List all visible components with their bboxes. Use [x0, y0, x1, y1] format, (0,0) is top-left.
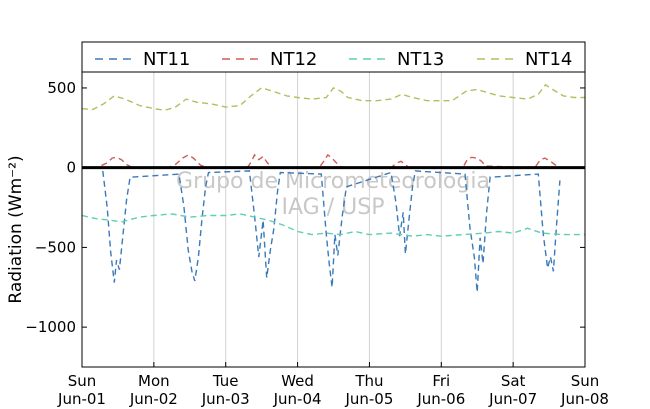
legend-box [81, 41, 586, 73]
x-tick-label-date: Jun-07 [488, 390, 537, 408]
x-tick-label-date: Jun-08 [560, 390, 609, 408]
x-tick-label-date: Jun-02 [129, 390, 178, 408]
x-tick-label-day: Sat [501, 372, 526, 390]
legend-label-nt11: NT11 [143, 49, 190, 70]
x-tick-label-date: Jun-06 [416, 390, 465, 408]
watermark-line-1: Grupo de Micrometeorologia [176, 169, 490, 194]
x-tick-label-day: Fri [432, 372, 450, 390]
series-line-nt12 [82, 153, 585, 169]
x-axis: SunJun-01MonJun-02TueJun-03WedJun-04ThuJ… [57, 362, 609, 408]
x-tick-label-day: Thu [354, 372, 383, 390]
legend: NT11 NT12 NT13 NT14 [81, 41, 586, 73]
x-tick-label-day: Wed [281, 372, 314, 390]
y-tick-label: 500 [47, 79, 76, 97]
x-tick-label-day: Sun [68, 372, 97, 390]
watermark: Grupo de Micrometeorologia IAG / USP [176, 169, 490, 220]
series-line-nt11 [102, 170, 561, 293]
grid-lines [153, 72, 514, 367]
y-tick-label: −500 [35, 238, 76, 256]
x-tick-label-date: Jun-04 [273, 390, 322, 408]
watermark-line-2: IAG / USP [282, 195, 385, 220]
x-tick-label-day: Sun [571, 372, 600, 390]
x-tick-label-date: Jun-05 [344, 390, 393, 408]
x-tick-label-day: Tue [212, 372, 239, 390]
x-tick-label-day: Mon [138, 372, 170, 390]
legend-label-nt13: NT13 [397, 49, 444, 70]
legend-label-nt14: NT14 [525, 49, 572, 70]
series-line-nt13 [81, 213, 585, 237]
y-axis: 500 0 −500 −1000 [25, 79, 585, 336]
y-tick-label: −1000 [25, 318, 76, 336]
y-axis-label: Radiation (Wm⁻²) [6, 155, 26, 303]
legend-label-nt12: NT12 [270, 49, 317, 70]
x-tick-label-date: Jun-03 [201, 390, 250, 408]
series-line-nt14 [81, 83, 585, 112]
x-tick-label-date: Jun-01 [57, 390, 106, 408]
y-tick-label: 0 [66, 159, 76, 177]
